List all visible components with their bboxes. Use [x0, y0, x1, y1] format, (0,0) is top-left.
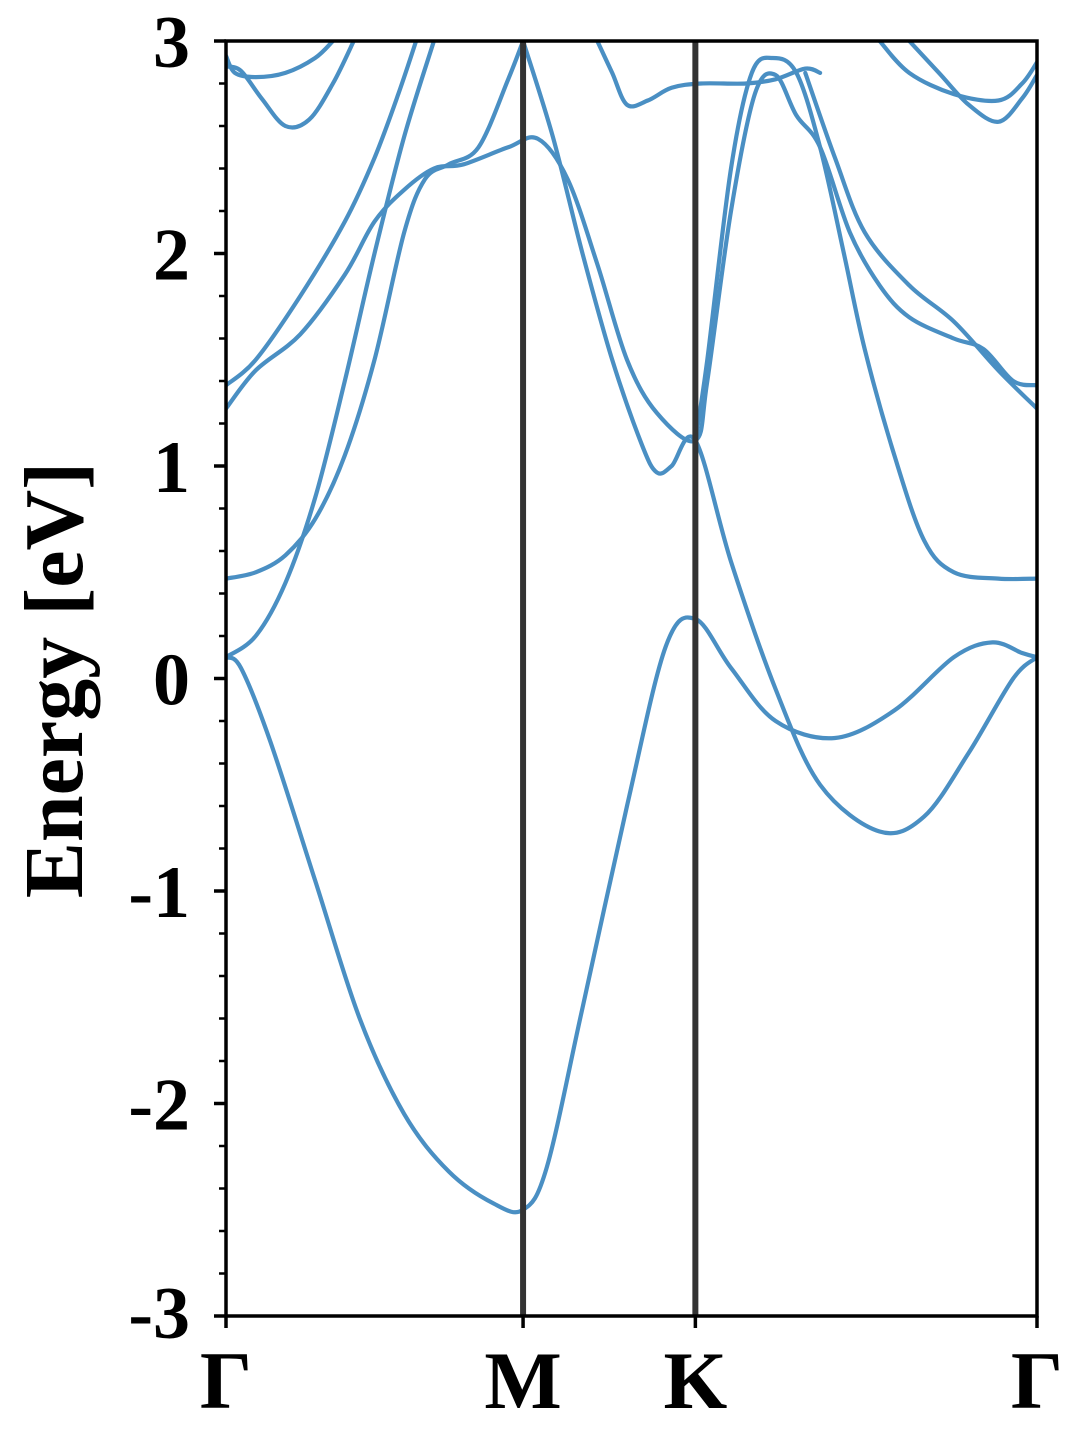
band-line-12	[877, 41, 1037, 104]
kpoint-label-3: K	[663, 1335, 727, 1426]
y-tick-label-4: 0	[153, 640, 190, 722]
band-line-10	[226, 41, 335, 80]
y-tick-label-7: 3	[153, 2, 190, 84]
kpoint-label-4: Γ	[1011, 1335, 1063, 1426]
band-line-5	[226, 71, 1037, 444]
plot-frame	[224, 39, 1039, 1318]
band-line-2	[226, 41, 436, 660]
high-symmetry-dividers	[520, 41, 699, 1316]
band-line-6	[226, 41, 419, 388]
y-axis-tick-labels: -3 -2 -1 0 1 2 3	[128, 2, 190, 1355]
y-tick-label-1: -3	[128, 1273, 190, 1355]
band-line-7	[693, 55, 1037, 582]
band-line-13	[907, 41, 1037, 124]
y-tick-label-5: 1	[153, 427, 190, 509]
band-line-4	[521, 41, 1037, 836]
axes-frame	[224, 39, 1039, 1318]
band-line-9	[226, 41, 356, 130]
y-axis-ticks	[214, 39, 1039, 1328]
kpoint-label-1: Γ	[200, 1335, 252, 1426]
y-tick-label-3: -1	[128, 852, 190, 934]
y-axis-title: Energy [eV]	[8, 462, 101, 898]
band-line-8	[803, 70, 1037, 411]
y-tick-label-6: 2	[153, 215, 190, 297]
bands-layer	[226, 41, 1037, 1215]
band-line-11	[595, 41, 823, 109]
band-line-1	[226, 615, 1037, 1215]
y-tick-label-2: -2	[128, 1065, 190, 1147]
kpoint-label-2: M	[484, 1335, 561, 1426]
band-line-3	[226, 41, 526, 581]
